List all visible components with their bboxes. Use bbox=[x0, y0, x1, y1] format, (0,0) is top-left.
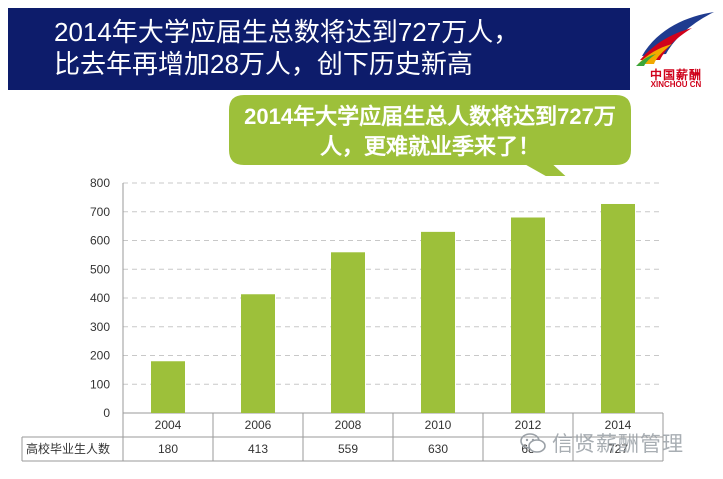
bar-2014 bbox=[601, 203, 635, 413]
title-banner: 2014年大学应届生总数将达到727万人， 比去年再增加28万人，创下历史新高 bbox=[8, 8, 630, 90]
x-tick-label-2008: 2008 bbox=[335, 418, 362, 432]
table-value-2008: 559 bbox=[338, 442, 358, 456]
table-value-2004: 180 bbox=[158, 442, 178, 456]
y-tick-label: 0 bbox=[103, 406, 110, 420]
x-tick-label-2010: 2010 bbox=[425, 418, 452, 432]
bar-2008 bbox=[331, 252, 365, 413]
watermark-text: 信贤薪酬管理 bbox=[552, 433, 684, 456]
y-tick-label: 600 bbox=[90, 234, 110, 248]
x-tick-label-2012: 2012 bbox=[515, 418, 542, 432]
table-value-2014: 727 bbox=[608, 442, 628, 456]
y-tick-label: 400 bbox=[90, 291, 110, 305]
y-tick-label: 500 bbox=[90, 262, 110, 276]
y-tick-label: 200 bbox=[90, 349, 110, 363]
bar-2010 bbox=[421, 231, 455, 413]
x-tick-label-2004: 2004 bbox=[155, 418, 182, 432]
wechat-icon bbox=[520, 433, 546, 453]
x-tick-label-2014: 2014 bbox=[605, 418, 632, 432]
callout-shape bbox=[227, 93, 633, 176]
y-tick-label: 300 bbox=[90, 320, 110, 334]
y-tick-label: 700 bbox=[90, 205, 110, 219]
logo-name-cn: 中国薪酬 bbox=[649, 68, 702, 82]
table-value-2006: 413 bbox=[248, 442, 268, 456]
y-tick-label: 100 bbox=[90, 377, 110, 391]
watermark: 信贤薪酬管理 bbox=[520, 428, 720, 458]
table-value-2010: 630 bbox=[428, 442, 448, 456]
y-tick-label: 800 bbox=[90, 176, 110, 190]
x-tick-label-2006: 2006 bbox=[245, 418, 272, 432]
callout-text: 2014年大学应届生总人数将达到727万人，更难就业季来了！ bbox=[244, 104, 616, 159]
bar-2004 bbox=[151, 361, 185, 413]
bar-2006 bbox=[241, 294, 275, 413]
callout-bubble: 2014年大学应届生总人数将达到727万人，更难就业季来了！ bbox=[226, 92, 634, 176]
bar-2012 bbox=[511, 217, 545, 413]
brand-logo: 中国薪酬 XINCHOU CN bbox=[632, 6, 718, 90]
title-line-2: 比去年再增加28万人，创下历史新高 bbox=[54, 49, 473, 79]
swoosh-icon bbox=[636, 12, 714, 66]
logo-name-en: XINCHOU CN bbox=[650, 80, 702, 89]
series-label: 高校毕业生人数 bbox=[26, 441, 110, 456]
title-line-1: 2014年大学应届生总数将达到727万人， bbox=[54, 17, 520, 47]
